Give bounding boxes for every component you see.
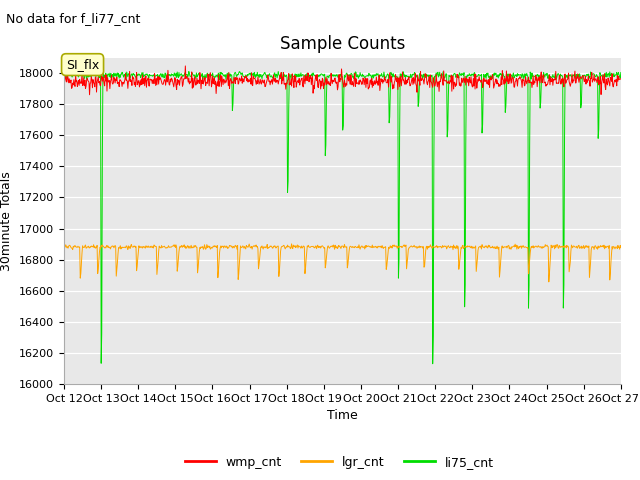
Text: No data for f_li77_cnt: No data for f_li77_cnt: [6, 12, 141, 25]
Title: Sample Counts: Sample Counts: [280, 35, 405, 53]
X-axis label: Time: Time: [327, 409, 358, 422]
Legend: wmp_cnt, lgr_cnt, li75_cnt: wmp_cnt, lgr_cnt, li75_cnt: [180, 451, 499, 474]
Y-axis label: 30minute Totals: 30minute Totals: [1, 171, 13, 271]
Text: SI_flx: SI_flx: [66, 58, 99, 71]
